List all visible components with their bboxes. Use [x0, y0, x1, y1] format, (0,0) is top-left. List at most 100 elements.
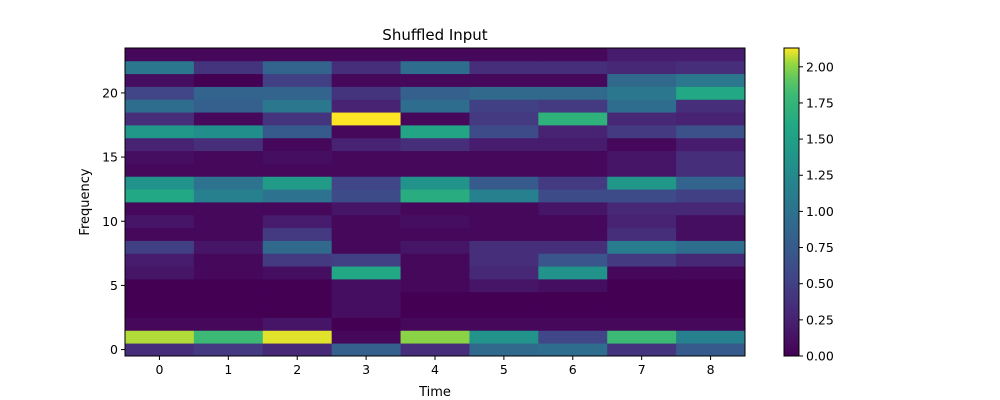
heatmap-cell	[262, 291, 333, 306]
heatmap-cell	[538, 253, 608, 267]
heatmap-cell	[125, 86, 195, 100]
heatmap-cell	[193, 227, 264, 241]
heatmap-cell	[607, 304, 677, 318]
heatmap-cell	[676, 125, 746, 139]
heatmap-cell	[400, 86, 470, 100]
heatmap-cell	[262, 125, 333, 139]
heatmap-cell	[262, 112, 333, 126]
colorbar-tick-label: 1.50	[806, 132, 834, 147]
heatmap-cell	[331, 60, 401, 75]
heatmap-cell	[607, 60, 677, 75]
heatmap-cell	[125, 60, 195, 75]
colorbar-tick-label: 2.00	[806, 59, 834, 74]
heatmap-cell	[538, 48, 608, 62]
heatmap-cell	[331, 317, 401, 331]
x-tick-label: 5	[500, 362, 508, 377]
heatmap-cell	[469, 176, 539, 190]
heatmap-cell	[331, 99, 401, 113]
heatmap-cell	[538, 214, 608, 229]
x-tick-label: 3	[362, 362, 370, 377]
heatmap-cell	[607, 176, 677, 190]
heatmap-cell	[469, 214, 539, 229]
heatmap-cell	[193, 112, 264, 126]
heatmap-cell	[193, 176, 264, 190]
heatmap-cell	[538, 202, 608, 216]
y-tick-label: 15	[102, 150, 118, 165]
heatmap-cell	[676, 189, 746, 203]
heatmap-cell	[607, 48, 677, 62]
heatmap-cell	[676, 253, 746, 267]
heatmap-cell	[331, 112, 401, 126]
heatmap-cell	[125, 99, 195, 113]
heatmap-cell	[538, 86, 608, 100]
heatmap-cell	[262, 317, 333, 331]
heatmap-cell	[607, 202, 677, 216]
heatmap-cell	[469, 266, 539, 280]
chart-title: Shuffled Input	[382, 26, 488, 44]
colorbar	[784, 48, 799, 356]
heatmap-cell	[469, 279, 539, 293]
heatmap-cell	[262, 99, 333, 113]
heatmap-cell	[125, 150, 195, 164]
heatmap-cell	[676, 48, 746, 62]
heatmap-cell	[193, 202, 264, 216]
heatmap-cell	[676, 99, 746, 113]
heatmap-cell	[607, 73, 677, 87]
heatmap-cells	[125, 48, 746, 357]
heatmap-cell	[262, 266, 333, 280]
heatmap-cell	[125, 240, 195, 254]
y-tick-label: 0	[110, 342, 118, 357]
heatmap-cell	[331, 240, 401, 254]
heatmap-cell	[400, 150, 470, 164]
heatmap-cell	[262, 214, 333, 229]
heatmap-cell	[538, 73, 608, 87]
heatmap-cell	[400, 279, 470, 293]
heatmap-cell	[538, 291, 608, 306]
heatmap-cell	[469, 73, 539, 87]
heatmap-cell	[331, 189, 401, 203]
heatmap-cell	[400, 125, 470, 139]
heatmap-cell	[676, 137, 746, 152]
heatmap-cell	[469, 48, 539, 62]
heatmap-cell	[676, 227, 746, 241]
heatmap-cell	[262, 163, 333, 177]
heatmap-cell	[193, 137, 264, 152]
heatmap-cell	[469, 253, 539, 267]
heatmap-cell	[193, 73, 264, 87]
heatmap-cell	[538, 279, 608, 293]
heatmap-cell	[607, 112, 677, 126]
colorbar-tick-label: 1.00	[806, 204, 834, 219]
heatmap-cell	[331, 73, 401, 87]
heatmap-cell	[538, 125, 608, 139]
colorbar-axis: 0.00 0.25 0.50 0.75 1.00 1.25 1.50 1.75 2.00	[799, 59, 834, 364]
heatmap-cell	[607, 189, 677, 203]
heatmap-cell	[538, 240, 608, 254]
heatmap-cell	[400, 48, 470, 62]
heatmap-cell	[607, 86, 677, 100]
heatmap-cell	[538, 150, 608, 164]
heatmap-cell	[538, 112, 608, 126]
heatmap-cell	[676, 112, 746, 126]
heatmap-cell	[125, 253, 195, 267]
heatmap-cell	[262, 202, 333, 216]
heatmap-cell	[469, 150, 539, 164]
heatmap-cell	[262, 137, 333, 152]
heatmap-cell	[331, 163, 401, 177]
heatmap-cell	[676, 317, 746, 331]
heatmap-cell	[469, 202, 539, 216]
heatmap-cell	[193, 291, 264, 306]
heatmap-cell	[538, 60, 608, 75]
heatmap-cell	[538, 266, 608, 280]
heatmap-cell	[538, 189, 608, 203]
heatmap-cell	[400, 112, 470, 126]
heatmap-cell	[400, 176, 470, 190]
heatmap-cell	[193, 253, 264, 267]
heatmap-cell	[607, 291, 677, 306]
heatmap-cell	[676, 330, 746, 344]
x-tick-label: 6	[569, 362, 577, 377]
heatmap-cell	[538, 304, 608, 318]
heatmap-cell	[262, 330, 333, 344]
heatmap-cell	[331, 202, 401, 216]
heatmap-cell	[262, 279, 333, 293]
heatmap-cell	[676, 240, 746, 254]
